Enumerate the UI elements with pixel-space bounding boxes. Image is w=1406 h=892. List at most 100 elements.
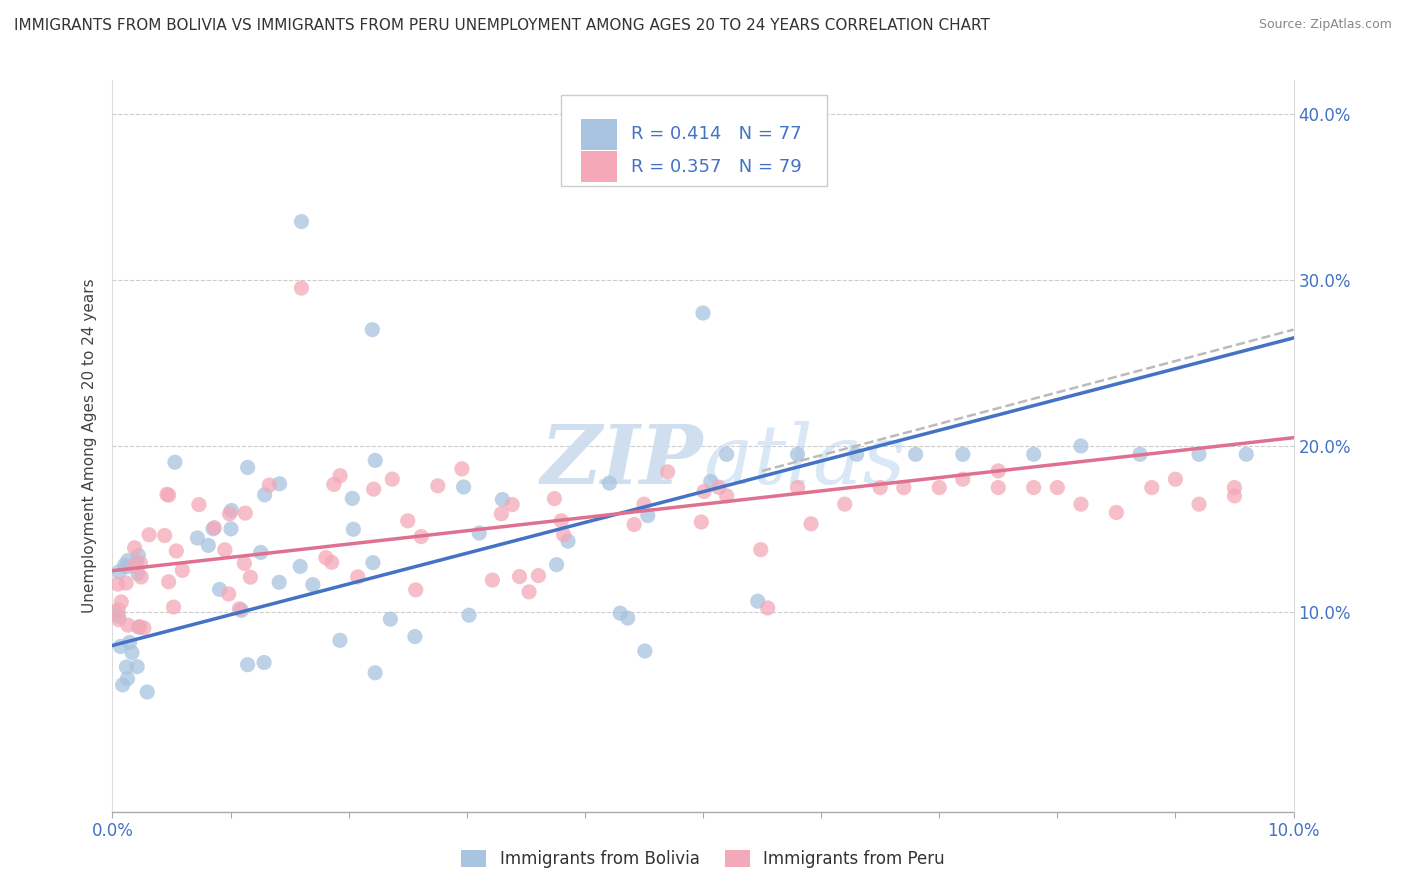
Point [115,576,138,591]
Point [239,570,262,584]
Point [361,323,384,337]
Text: ZIP: ZIP [540,421,703,500]
Point [233,557,256,571]
Point [253,656,276,670]
Point [329,468,352,483]
Point [634,644,657,658]
Point [928,481,950,495]
Point [546,558,568,572]
Point [468,526,491,541]
Point [202,521,225,535]
Point [110,640,132,654]
Point [1022,447,1045,461]
Point [107,609,129,624]
Point [453,480,475,494]
Point [315,550,337,565]
Point [657,465,679,479]
Point [1129,447,1152,461]
Point [508,569,530,583]
Point [233,506,256,520]
Point [269,575,291,590]
Point [1234,447,1257,461]
Point [363,482,385,496]
Point [700,475,723,489]
Point [219,522,242,536]
Point [1223,481,1246,495]
Point [623,517,645,532]
Point [1022,481,1045,495]
Point [637,508,659,523]
Point [218,587,240,601]
Point [208,582,231,597]
Point [481,573,503,587]
Text: IMMIGRANTS FROM BOLIVIA VS IMMIGRANTS FROM PERU UNEMPLOYMENT AMONG AGES 20 TO 24: IMMIGRANTS FROM BOLIVIA VS IMMIGRANTS FR… [14,18,990,33]
Point [1188,497,1211,511]
Point [162,600,184,615]
Point [221,503,243,517]
Point [404,630,426,644]
Point [451,462,474,476]
Point [157,574,180,589]
Point [786,447,808,461]
Point [693,484,716,499]
Point [259,478,281,492]
Point [380,612,402,626]
Point [749,542,772,557]
Point [1223,489,1246,503]
Point [491,507,513,521]
Point [557,534,579,549]
Point [405,582,427,597]
Point [269,476,291,491]
Point [187,498,209,512]
Point [290,281,312,295]
Point [129,556,152,570]
Point [156,487,179,501]
Point [527,568,550,582]
Point [302,577,325,591]
Point [110,595,132,609]
Point [172,563,194,577]
Point [869,481,891,495]
Point [987,464,1010,478]
Point [214,542,236,557]
Point [202,522,225,536]
Point [411,530,433,544]
Point [129,570,152,584]
Point [117,672,139,686]
Text: R = 0.414   N = 77: R = 0.414 N = 77 [631,126,801,144]
Point [845,447,868,461]
Point [249,545,271,559]
Point [107,603,129,617]
Point [364,453,387,467]
Point [231,603,253,617]
Point [1046,481,1069,495]
Point [290,214,312,228]
Point [114,558,136,572]
Point [800,516,823,531]
Point [756,601,779,615]
Point [609,606,631,620]
Point [747,594,769,608]
Point [128,620,150,634]
Point [115,660,138,674]
Point [1070,439,1092,453]
Point [127,659,149,673]
Text: R = 0.357   N = 79: R = 0.357 N = 79 [631,158,801,176]
Point [501,498,523,512]
Point [1140,481,1163,495]
Point [108,565,131,579]
Point [342,522,364,536]
Point [426,479,449,493]
Point [834,497,856,511]
Point [692,306,714,320]
Point [1164,472,1187,486]
Point [361,556,384,570]
Point [364,665,387,680]
Point [952,447,974,461]
Point [893,481,915,495]
Point [236,657,259,672]
Point [517,585,540,599]
Point [236,460,259,475]
Point [690,515,713,529]
Point [342,491,364,506]
